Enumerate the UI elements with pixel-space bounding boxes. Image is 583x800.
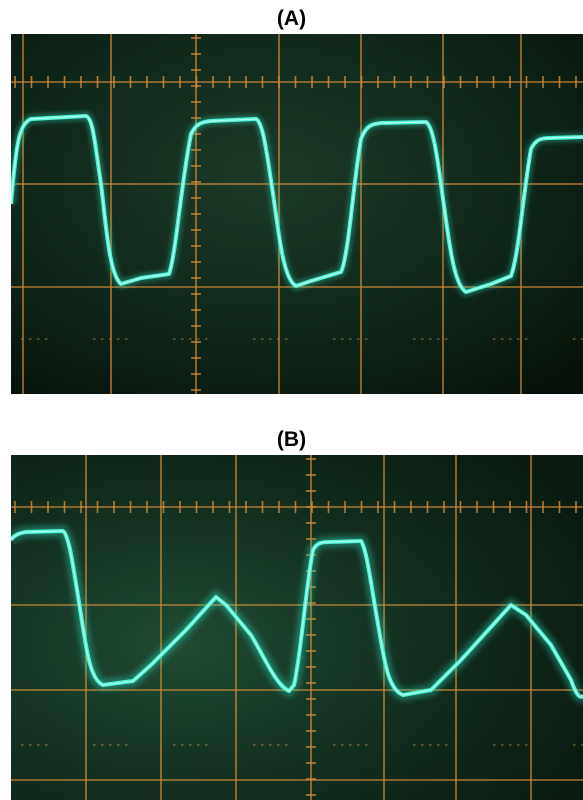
trace-b (11, 525, 583, 703)
panel-b-label: (B) (276, 428, 307, 451)
trace-a (11, 111, 583, 297)
oscilloscope-screen-b (11, 455, 583, 800)
oscilloscope-photo-b (11, 455, 583, 800)
panel-a-label: (A) (276, 7, 307, 30)
oscilloscope-screen-a (11, 34, 583, 394)
oscilloscope-photo-a (11, 34, 583, 394)
